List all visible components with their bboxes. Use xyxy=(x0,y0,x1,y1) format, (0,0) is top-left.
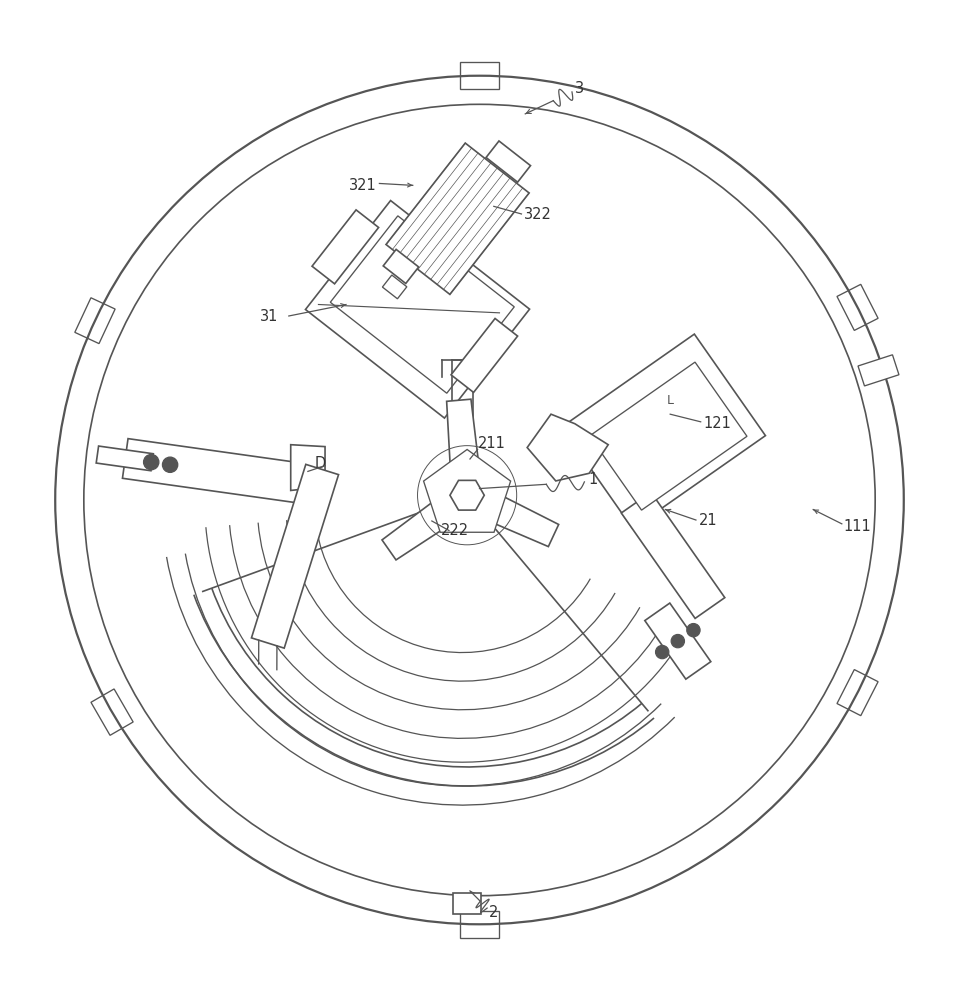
Polygon shape xyxy=(527,414,608,481)
Circle shape xyxy=(162,457,177,472)
Text: D: D xyxy=(315,456,326,471)
Polygon shape xyxy=(460,481,559,547)
Circle shape xyxy=(656,645,668,659)
Polygon shape xyxy=(621,492,725,618)
Polygon shape xyxy=(123,439,312,504)
Circle shape xyxy=(442,470,492,520)
Polygon shape xyxy=(424,449,510,532)
Text: 322: 322 xyxy=(525,207,552,222)
Polygon shape xyxy=(96,446,153,471)
Polygon shape xyxy=(450,480,484,510)
Text: 3: 3 xyxy=(574,81,584,96)
Circle shape xyxy=(687,623,700,637)
Text: 222: 222 xyxy=(441,523,470,538)
Polygon shape xyxy=(447,399,482,497)
Polygon shape xyxy=(382,483,476,560)
Polygon shape xyxy=(312,210,379,284)
Polygon shape xyxy=(386,143,529,294)
Polygon shape xyxy=(451,318,518,392)
Text: 21: 21 xyxy=(699,513,717,528)
Polygon shape xyxy=(486,141,530,182)
Text: 31: 31 xyxy=(260,309,278,324)
Polygon shape xyxy=(291,445,325,490)
Polygon shape xyxy=(644,603,711,679)
Polygon shape xyxy=(562,334,765,529)
Text: 321: 321 xyxy=(349,178,377,193)
Polygon shape xyxy=(251,464,339,648)
Text: 2: 2 xyxy=(489,905,499,920)
Text: 121: 121 xyxy=(704,416,732,431)
Text: 211: 211 xyxy=(478,436,505,451)
Polygon shape xyxy=(384,249,419,284)
Circle shape xyxy=(671,634,685,648)
Text: 111: 111 xyxy=(844,519,872,534)
Polygon shape xyxy=(858,355,899,386)
Polygon shape xyxy=(453,893,481,914)
Text: L: L xyxy=(667,394,673,407)
Polygon shape xyxy=(383,275,407,299)
Polygon shape xyxy=(590,362,747,510)
Circle shape xyxy=(144,454,159,470)
Text: 1: 1 xyxy=(588,472,597,487)
